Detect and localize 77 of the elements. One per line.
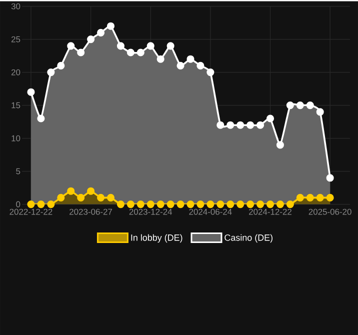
point bbox=[236, 121, 244, 129]
point bbox=[246, 200, 254, 208]
y-tick-label: 30 bbox=[11, 3, 20, 10]
point bbox=[47, 68, 55, 76]
point bbox=[106, 22, 115, 30]
point bbox=[166, 200, 174, 208]
point bbox=[196, 62, 204, 70]
point bbox=[77, 194, 85, 202]
point bbox=[57, 194, 65, 202]
y-tick-label: 0 bbox=[16, 201, 20, 208]
point bbox=[37, 114, 45, 122]
point bbox=[47, 200, 55, 208]
point bbox=[87, 35, 95, 43]
point bbox=[116, 200, 124, 208]
point bbox=[126, 48, 134, 56]
point bbox=[216, 200, 224, 208]
point bbox=[176, 62, 184, 70]
point bbox=[316, 194, 324, 202]
point bbox=[146, 42, 154, 50]
point bbox=[77, 48, 85, 56]
point bbox=[206, 68, 214, 76]
point bbox=[67, 42, 75, 50]
point bbox=[146, 200, 154, 208]
point bbox=[156, 55, 164, 63]
point bbox=[226, 121, 234, 129]
point bbox=[276, 140, 284, 149]
point bbox=[37, 200, 45, 208]
point bbox=[316, 108, 324, 116]
y-tick-label: 25 bbox=[11, 36, 20, 42]
point bbox=[306, 101, 314, 109]
point bbox=[256, 200, 264, 208]
point bbox=[286, 200, 294, 208]
point bbox=[276, 200, 284, 208]
point bbox=[326, 174, 334, 182]
point bbox=[116, 42, 124, 50]
point bbox=[266, 200, 274, 208]
point bbox=[246, 121, 254, 129]
y-tick-label: 10 bbox=[12, 135, 20, 142]
point bbox=[286, 101, 294, 109]
point bbox=[136, 200, 144, 208]
point bbox=[266, 114, 274, 122]
point bbox=[176, 200, 184, 208]
x-tick-label: 2025-06-20 bbox=[308, 208, 352, 215]
point bbox=[196, 200, 204, 208]
point bbox=[87, 187, 95, 195]
point bbox=[106, 194, 115, 202]
point bbox=[326, 194, 334, 202]
point bbox=[96, 28, 105, 36]
point bbox=[27, 88, 35, 96]
x-tick-label: 2024-12-22 bbox=[249, 208, 292, 215]
point bbox=[296, 194, 304, 202]
point bbox=[226, 200, 234, 208]
x-tick-label: 2023-12-24 bbox=[129, 208, 172, 215]
x-tick-label: 2024-06-24 bbox=[189, 208, 232, 215]
point bbox=[156, 200, 164, 208]
legend-label: In lobby (DE) bbox=[131, 234, 182, 242]
point bbox=[306, 194, 314, 202]
point bbox=[206, 200, 214, 208]
point bbox=[96, 194, 105, 202]
point bbox=[166, 42, 174, 50]
x-tick-label: 2022-12-22 bbox=[10, 208, 52, 215]
legend-label: Casino (DE) bbox=[224, 234, 272, 242]
point bbox=[57, 62, 65, 70]
point bbox=[27, 200, 35, 208]
x-tick-label: 2023-06-27 bbox=[70, 208, 112, 215]
point bbox=[136, 48, 144, 56]
y-tick-label: 20 bbox=[11, 69, 20, 76]
point bbox=[296, 101, 304, 109]
point bbox=[67, 187, 75, 195]
point bbox=[186, 200, 194, 208]
point bbox=[256, 121, 264, 129]
point bbox=[236, 200, 244, 208]
point bbox=[216, 121, 224, 129]
point bbox=[186, 55, 194, 63]
y-tick-label: 5 bbox=[16, 168, 20, 174]
y-tick-label: 15 bbox=[12, 102, 20, 108]
point bbox=[126, 200, 134, 208]
